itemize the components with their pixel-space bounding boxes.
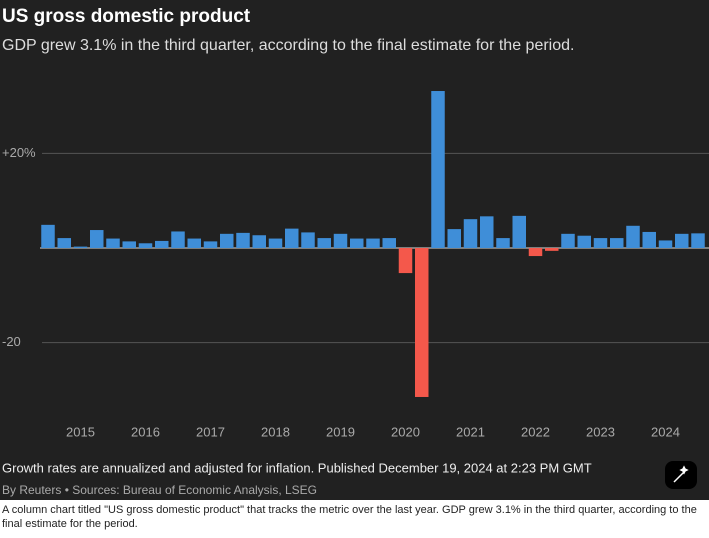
bar bbox=[41, 224, 55, 249]
bar bbox=[691, 233, 705, 249]
bar bbox=[90, 230, 104, 249]
bar bbox=[658, 240, 673, 249]
x-tick-label: 2016 bbox=[131, 424, 160, 439]
bar bbox=[463, 219, 478, 249]
bar bbox=[528, 248, 543, 257]
bar bbox=[431, 91, 445, 249]
bar bbox=[236, 232, 250, 249]
x-tick-label: 2022 bbox=[521, 424, 550, 439]
x-tick-label: 2021 bbox=[456, 424, 485, 439]
x-tick-label: 2024 bbox=[651, 424, 680, 439]
bar bbox=[675, 233, 689, 249]
bar bbox=[642, 231, 656, 249]
x-tick-label: 2019 bbox=[326, 424, 355, 439]
caption: A column chart titled "US gross domestic… bbox=[2, 504, 697, 530]
x-tick-label: 2023 bbox=[586, 424, 615, 439]
bar bbox=[561, 233, 575, 249]
bar bbox=[366, 238, 380, 249]
x-tick-label: 2018 bbox=[261, 424, 290, 439]
chart-title: US gross domestic product bbox=[2, 6, 251, 27]
bar bbox=[252, 235, 266, 249]
bar bbox=[626, 225, 640, 249]
source: By Reuters • Sources: Bureau of Economic… bbox=[2, 483, 317, 497]
bar bbox=[155, 240, 169, 249]
bar bbox=[350, 238, 364, 249]
bar bbox=[593, 238, 608, 249]
bar bbox=[496, 238, 510, 249]
background bbox=[0, 0, 709, 500]
chart-subtitle: GDP grew 3.1% in the third quarter, acco… bbox=[2, 37, 574, 54]
bar bbox=[187, 238, 201, 249]
bar bbox=[415, 248, 429, 397]
bar bbox=[610, 238, 624, 249]
bar bbox=[545, 248, 559, 251]
chart: US gross domestic product GDP grew 3.1% … bbox=[0, 0, 709, 500]
note: Growth rates are annualized and adjusted… bbox=[2, 460, 592, 475]
bar bbox=[447, 229, 461, 249]
bar bbox=[73, 246, 88, 249]
bar bbox=[106, 238, 120, 249]
bar bbox=[138, 243, 153, 249]
bar bbox=[57, 238, 71, 249]
y-tick-label: +20% bbox=[2, 145, 36, 160]
bar bbox=[382, 238, 396, 249]
bar bbox=[333, 233, 348, 249]
bar bbox=[512, 215, 526, 249]
bar bbox=[268, 238, 283, 249]
bar bbox=[285, 228, 299, 249]
x-tick-label: 2020 bbox=[391, 424, 420, 439]
bar bbox=[577, 235, 591, 249]
x-tick-label: 2017 bbox=[196, 424, 225, 439]
bar bbox=[203, 241, 218, 249]
bar bbox=[122, 241, 136, 249]
bar bbox=[480, 216, 494, 249]
x-tick-label: 2015 bbox=[66, 424, 95, 439]
bar bbox=[220, 233, 234, 249]
edit-icon bbox=[673, 465, 689, 483]
bar bbox=[317, 238, 331, 249]
bar bbox=[398, 248, 413, 274]
bar bbox=[301, 232, 315, 249]
bar bbox=[171, 231, 185, 249]
y-tick-label: -20 bbox=[2, 334, 21, 349]
